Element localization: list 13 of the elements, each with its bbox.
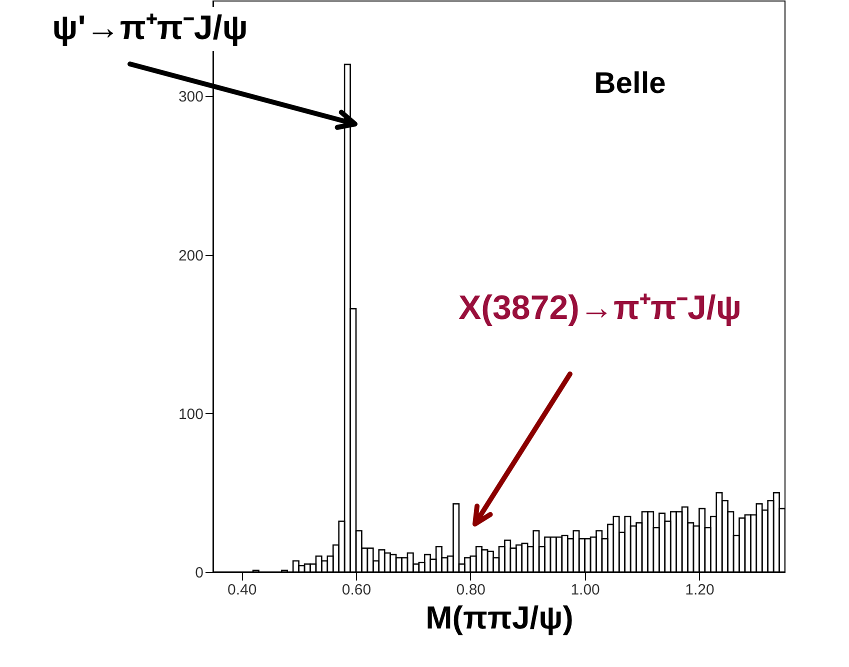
x-tick-label: 0.80 xyxy=(456,582,486,598)
annotation: ψ'→π⁺π⁻J/ψ xyxy=(52,9,248,47)
y-tick-label: 200 xyxy=(178,247,204,264)
y-tick-label: 300 xyxy=(178,88,204,106)
annotation: X(3872)→π⁺π⁻J/ψ xyxy=(458,289,742,327)
y-tick-label: 0 xyxy=(195,564,204,582)
x-tick-label: 1.00 xyxy=(570,582,600,598)
x-tick-label: 1.20 xyxy=(685,582,714,598)
x-tick-label: 0.40 xyxy=(228,582,257,598)
x-tick-label: 0.60 xyxy=(342,582,372,598)
y-tick-label: 100 xyxy=(178,406,204,423)
annotation: Belle xyxy=(594,67,666,100)
x-axis-title: M(ππJ/ψ) xyxy=(426,600,574,636)
